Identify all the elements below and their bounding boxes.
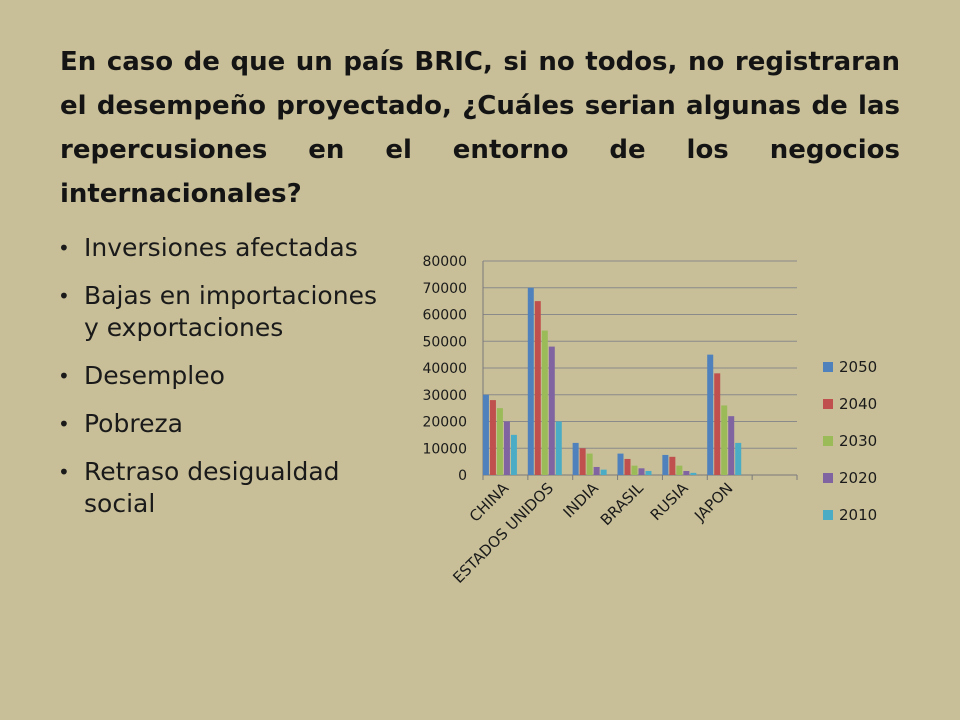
bar <box>638 468 645 475</box>
bar-chart: 0 10000 20000 30000 40000 50000 60000 70000 8000… <box>422 254 877 587</box>
bar <box>534 301 541 475</box>
bar <box>624 458 631 475</box>
bar <box>662 454 669 475</box>
x-category-label: BRASIL <box>597 479 647 529</box>
legend-swatch <box>823 473 833 483</box>
legend-label: 2050 <box>839 358 877 376</box>
bar <box>676 465 683 475</box>
bar <box>496 408 503 475</box>
bullet-text: Bajas en importaciones y exportaciones <box>84 281 377 342</box>
y-tick-label: 50000 <box>422 334 467 350</box>
bullet-item: • Bajas en importaciones y exportaciones <box>58 280 378 344</box>
bar <box>489 400 496 475</box>
y-tick-label: 40000 <box>422 361 467 377</box>
bullet-item: • Inversiones afectadas <box>58 232 378 264</box>
y-tick-label: 10000 <box>422 441 467 457</box>
bullet-dot-icon: • <box>58 460 70 484</box>
y-tick-label: 0 <box>458 468 467 484</box>
legend-label: 2040 <box>839 395 877 413</box>
x-category-label: INDIA <box>560 479 603 522</box>
y-tick-label: 70000 <box>422 281 467 297</box>
bar <box>714 373 721 475</box>
bullet-list: • Inversiones afectadas • Bajas en importa… <box>58 232 378 536</box>
bar <box>617 453 624 475</box>
legend-swatch <box>823 362 833 372</box>
bullet-text: Pobreza <box>84 409 183 438</box>
bar <box>548 346 555 475</box>
x-category-label: RUSIA <box>647 479 693 524</box>
bar <box>586 453 593 475</box>
bar <box>503 421 510 475</box>
bullet-dot-icon: • <box>58 364 70 388</box>
bullet-dot-icon: • <box>58 236 70 260</box>
bar <box>555 421 562 475</box>
y-tick-label: 30000 <box>422 388 467 404</box>
bullet-item: • Pobreza <box>58 408 378 440</box>
legend-label: 2020 <box>839 469 877 487</box>
bar <box>645 470 652 475</box>
bar <box>721 405 728 475</box>
bullet-text: Inversiones afectadas <box>84 233 358 262</box>
y-tick-label: 60000 <box>422 308 467 324</box>
bar <box>510 434 517 475</box>
bar <box>683 470 690 475</box>
x-category-label: JAPON <box>690 479 736 525</box>
y-tick-label: 20000 <box>422 415 467 431</box>
legend-swatch <box>823 510 833 520</box>
bar <box>541 330 548 475</box>
bar <box>669 456 676 475</box>
bar <box>482 394 489 475</box>
legend-swatch <box>823 436 833 446</box>
bar <box>572 442 579 475</box>
bullet-dot-icon: • <box>58 284 70 308</box>
bullet-text: Retraso desigualdad social <box>84 457 340 518</box>
bar <box>631 465 638 475</box>
bar <box>707 354 714 475</box>
legend-label: 2030 <box>839 432 877 450</box>
legend-label: 2010 <box>839 506 877 524</box>
bar <box>527 287 534 475</box>
bar <box>600 469 607 475</box>
bar <box>735 442 742 475</box>
bar <box>728 416 735 475</box>
slide-title: En caso de que un país BRIC, si no todos… <box>60 47 900 209</box>
bullet-item: • Retraso desigualdad social <box>58 456 378 520</box>
bullet-dot-icon: • <box>58 412 70 436</box>
bar <box>593 466 600 475</box>
bar <box>690 472 697 475</box>
bullet-item: • Desempleo <box>58 360 378 392</box>
bullet-text: Desempleo <box>84 361 225 390</box>
legend-swatch <box>823 399 833 409</box>
y-tick-label: 80000 <box>422 254 467 270</box>
bar <box>579 448 586 475</box>
